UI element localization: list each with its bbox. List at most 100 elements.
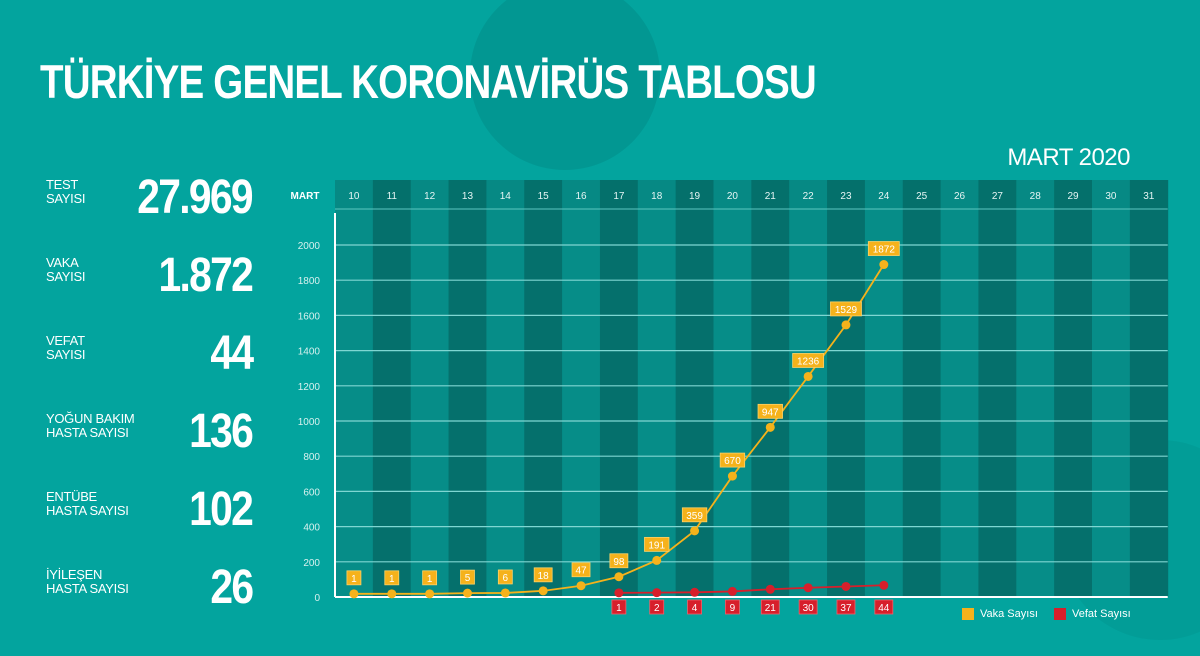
data-label: 1 <box>616 603 622 614</box>
day-column <box>827 209 866 597</box>
data-point <box>614 572 624 582</box>
data-label: 1 <box>427 574 433 585</box>
data-label: 670 <box>724 456 741 467</box>
data-point <box>765 422 775 432</box>
y-tick-label: 1600 <box>298 311 321 322</box>
legend-label: Vaka Sayısı <box>980 608 1038 620</box>
data-label-box <box>422 570 438 586</box>
data-label-box <box>644 536 670 552</box>
day-column <box>562 209 601 597</box>
day-header-cell <box>524 180 563 209</box>
data-point <box>879 260 889 270</box>
stat-value: 27.969 <box>137 171 253 224</box>
day-column <box>448 209 487 597</box>
legend-vefat: Vefat Sayısı <box>1054 608 1131 620</box>
day-header-cell <box>713 180 752 209</box>
data-label-box <box>725 599 740 615</box>
data-point <box>841 581 851 591</box>
day-column <box>372 209 412 597</box>
day-header-cell <box>486 180 525 209</box>
legend-vaka: Vaka Sayısı <box>962 608 1038 620</box>
day-header-cell <box>562 180 601 209</box>
y-tick-label: 800 <box>303 452 320 463</box>
day-column <box>410 209 450 597</box>
data-label-box <box>384 570 400 586</box>
day-header-cell <box>1054 180 1093 209</box>
day-header-cell <box>1016 180 1055 209</box>
data-label-box <box>760 599 780 615</box>
day-column <box>1016 209 1055 597</box>
data-label-box <box>611 599 627 615</box>
stats-panel: TEST SAYISI 27.969 VAKA SAYISI 1.872 VEFAT S… <box>46 170 254 638</box>
day-column <box>675 209 714 597</box>
data-point <box>803 371 813 381</box>
day-header-cell <box>335 180 374 209</box>
stat-row: YOĞUN BAKIM HASTA SAYISI 136 <box>46 404 254 482</box>
day-label: 16 <box>575 191 587 202</box>
data-label: 98 <box>613 557 625 568</box>
day-column <box>713 209 752 597</box>
data-label-box <box>681 507 708 523</box>
day-column <box>599 209 639 597</box>
x-axis-label: MART <box>291 191 320 202</box>
virus-decoration <box>470 0 660 170</box>
day-label: 10 <box>348 191 360 202</box>
day-label: 29 <box>1068 191 1080 202</box>
stat-row: VAKA SAYISI 1.872 <box>46 248 254 326</box>
day-header-cell <box>864 180 904 209</box>
data-point <box>803 583 813 593</box>
day-column <box>902 209 942 597</box>
day-label: 11 <box>387 191 398 202</box>
data-label: 1872 <box>873 245 896 256</box>
day-label: 31 <box>1143 191 1155 202</box>
data-label: 1529 <box>835 305 858 316</box>
data-label: 359 <box>686 511 703 522</box>
data-label: 2 <box>654 603 660 614</box>
data-label: 9 <box>730 603 736 614</box>
stat-label: VEFAT SAYISI <box>46 333 86 362</box>
day-column <box>978 209 1017 597</box>
y-tick-label: 1400 <box>298 347 321 358</box>
day-header-cell <box>372 180 412 209</box>
day-header-cell <box>599 180 639 209</box>
y-tick-label: 1000 <box>298 417 321 428</box>
day-label: 19 <box>689 191 701 202</box>
day-column <box>524 209 563 597</box>
day-label: 28 <box>1030 191 1042 202</box>
legend-label: Vefat Sayısı <box>1072 608 1131 620</box>
data-point <box>765 584 775 594</box>
day-label: 18 <box>651 191 663 202</box>
day-column <box>751 209 790 597</box>
day-header-cell <box>675 180 714 209</box>
page-title: TÜRKİYE GENEL KORONAVİRÜS TABLOSU <box>40 55 817 108</box>
data-label-box <box>836 599 856 615</box>
day-header-cell <box>1092 180 1131 209</box>
stat-value: 102 <box>189 483 254 536</box>
data-label: 37 <box>840 603 852 614</box>
day-header-cell <box>410 180 450 209</box>
data-point <box>349 589 359 599</box>
stat-label: TEST SAYISI <box>46 177 86 206</box>
data-label: 1236 <box>797 356 820 367</box>
data-label-box <box>497 569 513 585</box>
day-header-cell <box>827 180 866 209</box>
data-label-box <box>609 553 629 569</box>
data-label-box <box>571 562 591 578</box>
data-label: 1 <box>389 574 395 585</box>
day-label: 17 <box>613 191 625 202</box>
data-label: 21 <box>765 603 777 614</box>
day-label: 26 <box>954 191 966 202</box>
data-point <box>652 588 662 598</box>
stat-row: VEFAT SAYISI 44 <box>46 326 254 404</box>
stat-value: 44 <box>210 327 254 380</box>
day-column <box>335 209 374 597</box>
day-header-cell <box>978 180 1017 209</box>
data-label-box <box>687 599 702 615</box>
y-tick-label: 200 <box>303 558 320 569</box>
day-label: 20 <box>727 191 739 202</box>
data-point <box>727 586 737 596</box>
data-label: 1 <box>351 574 357 585</box>
data-point <box>425 589 435 599</box>
y-tick-label: 600 <box>303 487 320 498</box>
